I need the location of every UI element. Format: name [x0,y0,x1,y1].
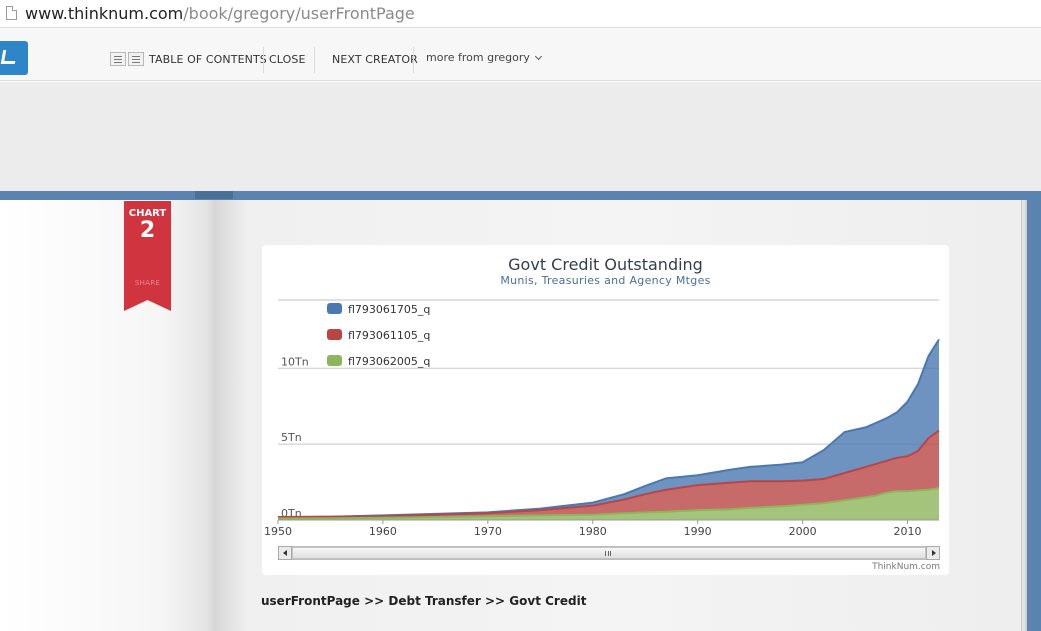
toolbar-divider [263,47,264,73]
scrollbar-grip-icon [605,551,611,556]
more-from-dropdown[interactable]: more from gregory [426,51,542,64]
legend-swatch-fl793062005_q [327,355,342,366]
scrollbar-thumb[interactable] [292,547,926,559]
table-of-contents-button[interactable]: TABLE OF CONTENTS [149,53,267,66]
header-band [0,82,1041,191]
url-host: www.thinknum.com [25,4,184,23]
x-tick-label: 2010 [894,525,922,538]
toolbar-divider [314,47,315,73]
ribbon-number: 2 [139,218,156,243]
chart-ribbon[interactable] [124,201,171,311]
legend-swatch-fl793061705_q [327,303,342,314]
x-tick-label: 1980 [579,525,607,538]
x-tick-label: 1990 [684,525,712,538]
book-spine-tab [195,191,233,199]
breadcrumb: userFrontPage >> Debt Transfer >> Govt C… [261,594,587,608]
y-tick-label: 10Tn [281,355,309,368]
line-series-fl793061105_q [277,429,940,518]
ribbon-label: CHART [128,208,167,219]
browser-address-bar[interactable]: www.thinknum.com/book/gregory/userFrontP… [0,0,1041,28]
chart-title: Govt Credit Outstanding [508,255,703,274]
list-view-icon[interactable] [110,52,126,66]
chart-card: 0Tn 5Tn 10Tn 1950 1960 1970 1980 1990 2000 2010 fl… [262,245,949,575]
logo-mark-icon [0,50,18,64]
chart-credit[interactable]: ThinkNum.com [872,562,940,572]
close-button[interactable]: CLOSE [269,53,306,66]
legend-swatch-fl793061105_q [327,329,342,340]
book-left-page [0,200,216,631]
legend-label-fl793062005_q: fl793062005_q [348,355,430,368]
toolbar-divider [413,47,414,73]
share-link[interactable]: SHARE [134,279,161,287]
list-view-alt-icon[interactable] [128,52,144,66]
page-icon [6,6,17,20]
y-tick-label: 5Tn [281,431,302,444]
url-path: /book/gregory/userFrontPage [183,4,415,23]
area-series-fl793061705_q [278,339,939,517]
area-series-fl793061105_q [278,430,939,519]
chart-subtitle: Munis, Treasuries and Agency Mtges [500,274,711,287]
chart-range-scrollbar[interactable] [278,546,940,560]
x-tick-label: 1960 [369,525,397,538]
x-tick-label: 2000 [789,525,817,538]
x-tick-label: 1970 [474,525,502,538]
thinknum-logo[interactable] [0,41,28,75]
line-series-fl793062005_q [277,487,940,520]
next-creator-button[interactable]: NEXT CREATOR [332,53,418,66]
area-series-fl793062005_q [278,488,939,520]
more-from-label: more from gregory [426,51,530,64]
book-toolbar: TABLE OF CONTENTS CLOSE NEXT CREATOR mor… [0,29,1041,81]
legend-label-fl793061705_q: fl793061705_q [348,303,430,316]
chevron-down-icon [534,52,542,61]
x-tick-label: 1950 [264,525,292,538]
view-toggle[interactable] [110,52,144,66]
scroll-right-arrow-icon[interactable] [926,546,940,560]
legend-label-fl793061105_q: fl793061105_q [348,329,430,342]
scroll-left-arrow-icon[interactable] [278,546,292,560]
url-text[interactable]: www.thinknum.com/book/gregory/userFrontP… [25,4,415,24]
